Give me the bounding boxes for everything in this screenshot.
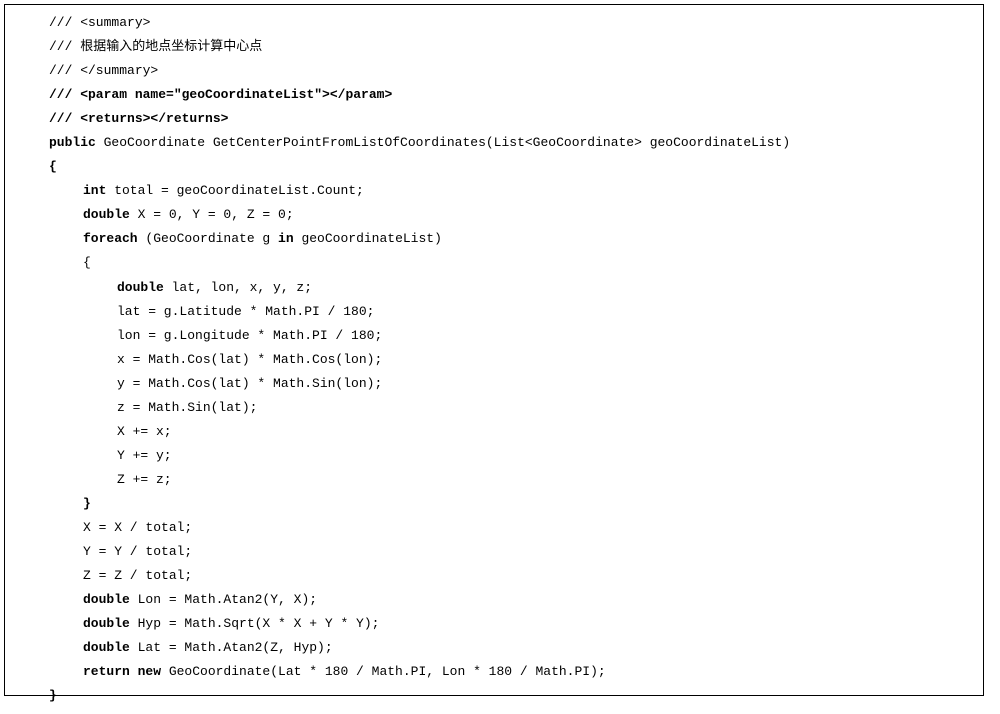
code-line: return new GeoCoordinate(Lat * 180 / Mat… [15,660,973,684]
code-token: } [49,688,57,703]
code-token: y = Math.Cos(lat) * Math.Sin(lon); [117,376,382,391]
code-token: Z = Z / total; [83,568,192,583]
code-line: y = Math.Cos(lat) * Math.Sin(lon); [15,372,973,396]
code-token: z = Math.Sin(lat); [117,400,257,415]
code-token: X += x; [117,424,172,439]
code-token: X = 0, Y = 0, Z = 0; [130,207,294,222]
code-token: Lat = Math.Atan2(Z, Hyp); [130,640,333,655]
code-token: GeoCoordinate GetCenterPointFromListOfCo… [96,135,790,150]
code-token: int [83,183,106,198]
code-line: /// <returns></returns> [15,107,973,131]
code-token: x = Math.Cos(lat) * Math.Cos(lon); [117,352,382,367]
code-token: lat = g.Latitude * Math.PI / 180; [117,304,374,319]
code-token: Z += z; [117,472,172,487]
code-token: public [49,135,96,150]
code-token: in [278,231,294,246]
code-line: double X = 0, Y = 0, Z = 0; [15,203,973,227]
code-line: lat = g.Latitude * Math.PI / 180; [15,300,973,324]
code-token: double [83,640,130,655]
code-line: x = Math.Cos(lat) * Math.Cos(lon); [15,348,973,372]
code-line: Z += z; [15,468,973,492]
code-token: double [83,592,130,607]
code-line: X += x; [15,420,973,444]
code-line: double Lon = Math.Atan2(Y, X); [15,588,973,612]
code-line: Y = Y / total; [15,540,973,564]
code-token: /// <param name="geoCoordinateList"></pa… [49,87,392,102]
code-token: } [83,496,91,511]
code-token: /// <summary> [49,15,150,30]
code-token: { [49,159,57,174]
code-token: /// </summary> [49,63,158,78]
code-token: /// <returns></returns> [49,111,228,126]
code-line: Z = Z / total; [15,564,973,588]
code-line: double Lat = Math.Atan2(Z, Hyp); [15,636,973,660]
code-token: double [83,616,130,631]
code-token: double [117,280,164,295]
code-token: lat, lon, x, y, z; [164,280,312,295]
code-line: } [15,492,973,516]
code-line: Y += y; [15,444,973,468]
code-line: lon = g.Longitude * Math.PI / 180; [15,324,973,348]
code-token: Y += y; [117,448,172,463]
code-token: geoCoordinateList) [294,231,442,246]
code-token: X = X / total; [83,520,192,535]
code-token: lon = g.Longitude * Math.PI / 180; [117,328,382,343]
code-token: double [83,207,130,222]
code-line: double Hyp = Math.Sqrt(X * X + Y * Y); [15,612,973,636]
code-line: { [15,155,973,179]
code-token: Hyp = Math.Sqrt(X * X + Y * Y); [130,616,380,631]
code-token: total = geoCoordinateList.Count; [106,183,363,198]
code-token: GeoCoordinate(Lat * 180 / Math.PI, Lon *… [161,664,606,679]
code-token: /// 根据输入的地点坐标计算中心点 [49,39,262,54]
code-block: /// <summary> /// 根据输入的地点坐标计算中心点 /// </sum… [4,4,984,696]
code-token: return new [83,664,161,679]
code-line: X = X / total; [15,516,973,540]
code-token: { [83,255,91,270]
code-line: foreach (GeoCoordinate g in geoCoordinat… [15,227,973,251]
code-line: /// <summary> [15,11,973,35]
code-line: double lat, lon, x, y, z; [15,276,973,300]
code-line: } [15,684,973,708]
code-line: { [15,251,973,275]
code-token: foreach [83,231,138,246]
code-line: int total = geoCoordinateList.Count; [15,179,973,203]
code-line: z = Math.Sin(lat); [15,396,973,420]
code-line: public GeoCoordinate GetCenterPointFromL… [15,131,973,155]
code-line: /// 根据输入的地点坐标计算中心点 [15,35,973,59]
code-token: Lon = Math.Atan2(Y, X); [130,592,317,607]
code-token: (GeoCoordinate g [138,231,278,246]
code-line: /// <param name="geoCoordinateList"></pa… [15,83,973,107]
code-line: /// </summary> [15,59,973,83]
code-token: Y = Y / total; [83,544,192,559]
